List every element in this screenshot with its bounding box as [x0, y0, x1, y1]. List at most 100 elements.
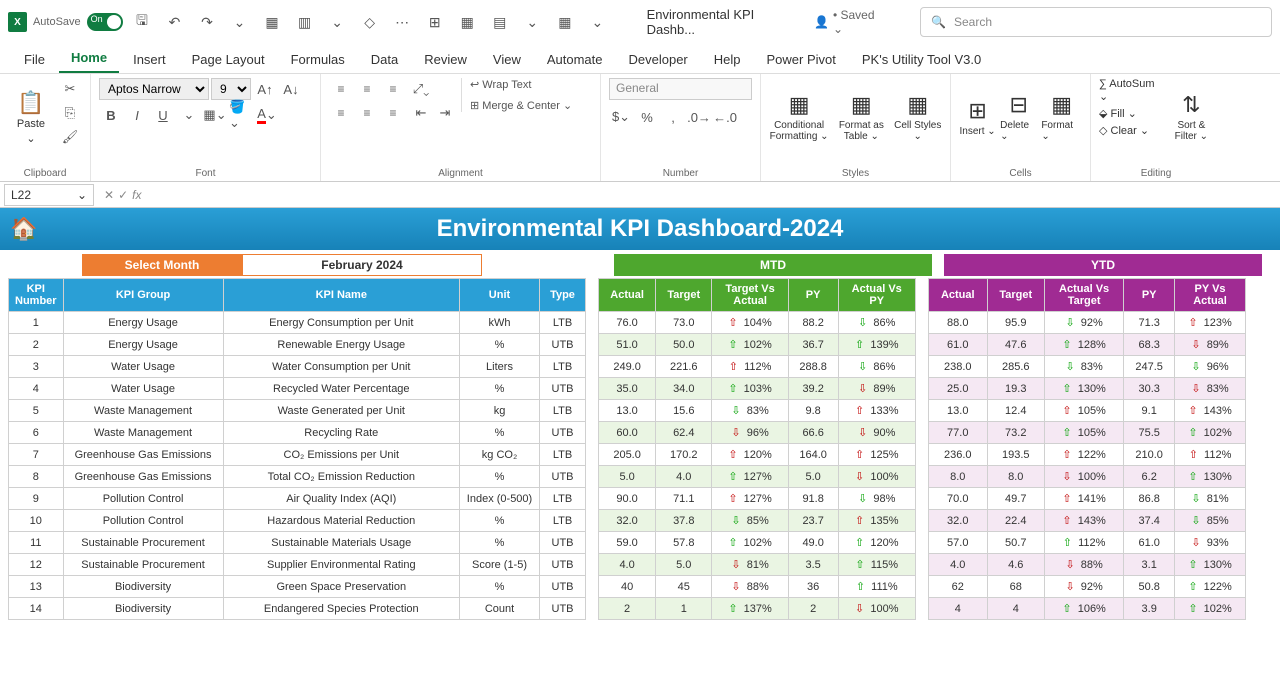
qat-sep2[interactable]: ⌄	[519, 8, 546, 36]
home-icon[interactable]: 🏠	[10, 216, 37, 242]
fill-button[interactable]: ⬙ Fill ⌄	[1099, 107, 1166, 120]
outdent-icon[interactable]: ⇤	[409, 102, 433, 124]
cell: Pollution Control	[63, 510, 223, 532]
cell: 73.0	[656, 312, 712, 334]
align-bot-icon[interactable]: ≡	[381, 78, 405, 100]
align-right-icon[interactable]: ≡	[381, 102, 405, 124]
pivot-icon[interactable]: ▦	[454, 8, 481, 36]
filter-icon[interactable]: ⌄	[324, 8, 351, 36]
tab-home[interactable]: Home	[59, 44, 119, 73]
search-box[interactable]: 🔍 Search	[920, 7, 1272, 37]
clear-button[interactable]: ◇ Clear ⌄	[1099, 124, 1166, 137]
list-icon[interactable]: ▤	[487, 8, 514, 36]
format-table-button[interactable]: ▦Format as Table ⌄	[833, 78, 889, 156]
wrap-text-button[interactable]: ↩ Wrap Text	[470, 78, 572, 91]
tab-insert[interactable]: Insert	[121, 46, 178, 73]
orientation-icon[interactable]: ⤢⌄	[409, 78, 433, 100]
fill-color-icon[interactable]: 🪣⌄	[229, 104, 253, 126]
comma-icon[interactable]: ,	[661, 106, 685, 128]
number-format-select[interactable]: General	[609, 78, 752, 100]
editing-label: Editing	[1099, 166, 1213, 179]
shape-icon[interactable]: ◇	[356, 8, 383, 36]
autosave-toggle[interactable]: AutoSave	[33, 13, 123, 31]
tab-file[interactable]: File	[12, 46, 57, 73]
col-header: Actual VsTarget	[1045, 279, 1124, 312]
autosum-button[interactable]: ∑ AutoSum ⌄	[1099, 78, 1166, 103]
align-grid[interactable]: ≡≡≡ ≡≡≡	[329, 78, 405, 124]
borders-icon[interactable]: ▦	[259, 8, 286, 36]
decrease-decimal-icon[interactable]: ←.0	[713, 106, 737, 128]
cell: Recycled Water Percentage	[223, 378, 459, 400]
saved-indicator[interactable]: 👤 • Saved ⌄	[814, 8, 884, 36]
tab-automate[interactable]: Automate	[535, 46, 615, 73]
format-painter-icon[interactable]: 🖌	[58, 126, 82, 148]
cut-icon[interactable]: ✂	[58, 78, 82, 100]
tab-data[interactable]: Data	[359, 46, 410, 73]
qat-chevron-icon[interactable]: ⌄	[584, 8, 611, 36]
name-box[interactable]: L22⌄	[4, 184, 94, 206]
merge-center-button[interactable]: ⊞ Merge & Center ⌄	[470, 99, 572, 112]
underline-icon[interactable]: U	[151, 104, 175, 126]
italic-icon[interactable]: I	[125, 104, 149, 126]
cell: %	[460, 510, 540, 532]
decrease-font-icon[interactable]: A↓	[279, 78, 303, 100]
percent-icon[interactable]: %	[635, 106, 659, 128]
underline-dd-icon[interactable]: ⌄	[177, 104, 201, 126]
redo-icon[interactable]: ↷	[194, 8, 221, 36]
save-icon[interactable]: 🖫	[129, 8, 156, 36]
insert-cells-button[interactable]: ⊞Insert ⌄	[959, 78, 996, 156]
align-mid-icon[interactable]: ≡	[355, 78, 379, 100]
align-center-icon[interactable]: ≡	[355, 102, 379, 124]
chevron-down-icon[interactable]: ⌄	[77, 188, 87, 202]
paste-button[interactable]: 📋Paste⌄	[8, 78, 54, 156]
cell: ⇩ 100%	[838, 466, 916, 488]
font-size-select[interactable]: 9	[211, 78, 251, 100]
chart-icon[interactable]: ▥	[291, 8, 318, 36]
cell: 25.0	[929, 378, 988, 400]
tab-developer[interactable]: Developer	[617, 46, 700, 73]
indent-icon[interactable]: ⇥	[433, 102, 457, 124]
bold-icon[interactable]: B	[99, 104, 123, 126]
calc-icon[interactable]: ▦	[552, 8, 579, 36]
cell: ⇧ 105%	[1045, 422, 1124, 444]
tab-review[interactable]: Review	[412, 46, 479, 73]
format-cells-button[interactable]: ▦Format ⌄	[1041, 78, 1082, 156]
cell: Water Usage	[63, 378, 223, 400]
insert-table-icon[interactable]: ⊞	[421, 8, 448, 36]
autosave-switch[interactable]	[87, 13, 123, 31]
cancel-formula-icon[interactable]: ✕	[104, 188, 114, 202]
delete-cells-button[interactable]: ⊟Delete ⌄	[1000, 78, 1037, 156]
align-top-icon[interactable]: ≡	[329, 78, 353, 100]
tab-help[interactable]: Help	[702, 46, 753, 73]
undo-icon[interactable]: ↶	[161, 8, 188, 36]
currency-icon[interactable]: $⌄	[609, 106, 633, 128]
cell: kg	[460, 400, 540, 422]
cell: 35.0	[599, 378, 656, 400]
align-left-icon[interactable]: ≡	[329, 102, 353, 124]
selected-month[interactable]: February 2024	[242, 254, 482, 276]
col-header: PY	[1124, 279, 1175, 312]
qat-more-icon[interactable]: ⋯	[389, 8, 416, 36]
month-selector[interactable]: Select Month February 2024	[82, 254, 482, 276]
conditional-formatting-button[interactable]: ▦Conditional Formatting ⌄	[769, 78, 829, 156]
font-name-select[interactable]: Aptos Narrow	[99, 78, 209, 100]
sort-filter-button[interactable]: ⇅Sort & Filter ⌄	[1170, 78, 1213, 156]
borders-dd-icon[interactable]: ▦⌄	[203, 104, 227, 126]
increase-decimal-icon[interactable]: .0→	[687, 106, 711, 128]
font-color-icon[interactable]: A⌄	[255, 104, 279, 126]
accept-formula-icon[interactable]: ✓	[118, 188, 128, 202]
copy-icon[interactable]: ⎘	[58, 102, 82, 124]
formula-input[interactable]	[147, 184, 1280, 206]
cell-styles-button[interactable]: ▦Cell Styles ⌄	[893, 78, 942, 156]
search-placeholder: Search	[954, 15, 992, 29]
tab-pk-s-utility-tool-v3-0[interactable]: PK's Utility Tool V3.0	[850, 46, 993, 73]
tab-view[interactable]: View	[481, 46, 533, 73]
tab-formulas[interactable]: Formulas	[279, 46, 357, 73]
cell: Count	[460, 598, 540, 620]
tab-power-pivot[interactable]: Power Pivot	[755, 46, 848, 73]
tab-page-layout[interactable]: Page Layout	[180, 46, 277, 73]
fx-icon[interactable]: fx	[132, 188, 141, 202]
cell: ⇧ 125%	[838, 444, 916, 466]
cell: ⇧ 130%	[1045, 378, 1124, 400]
increase-font-icon[interactable]: A↑	[253, 78, 277, 100]
